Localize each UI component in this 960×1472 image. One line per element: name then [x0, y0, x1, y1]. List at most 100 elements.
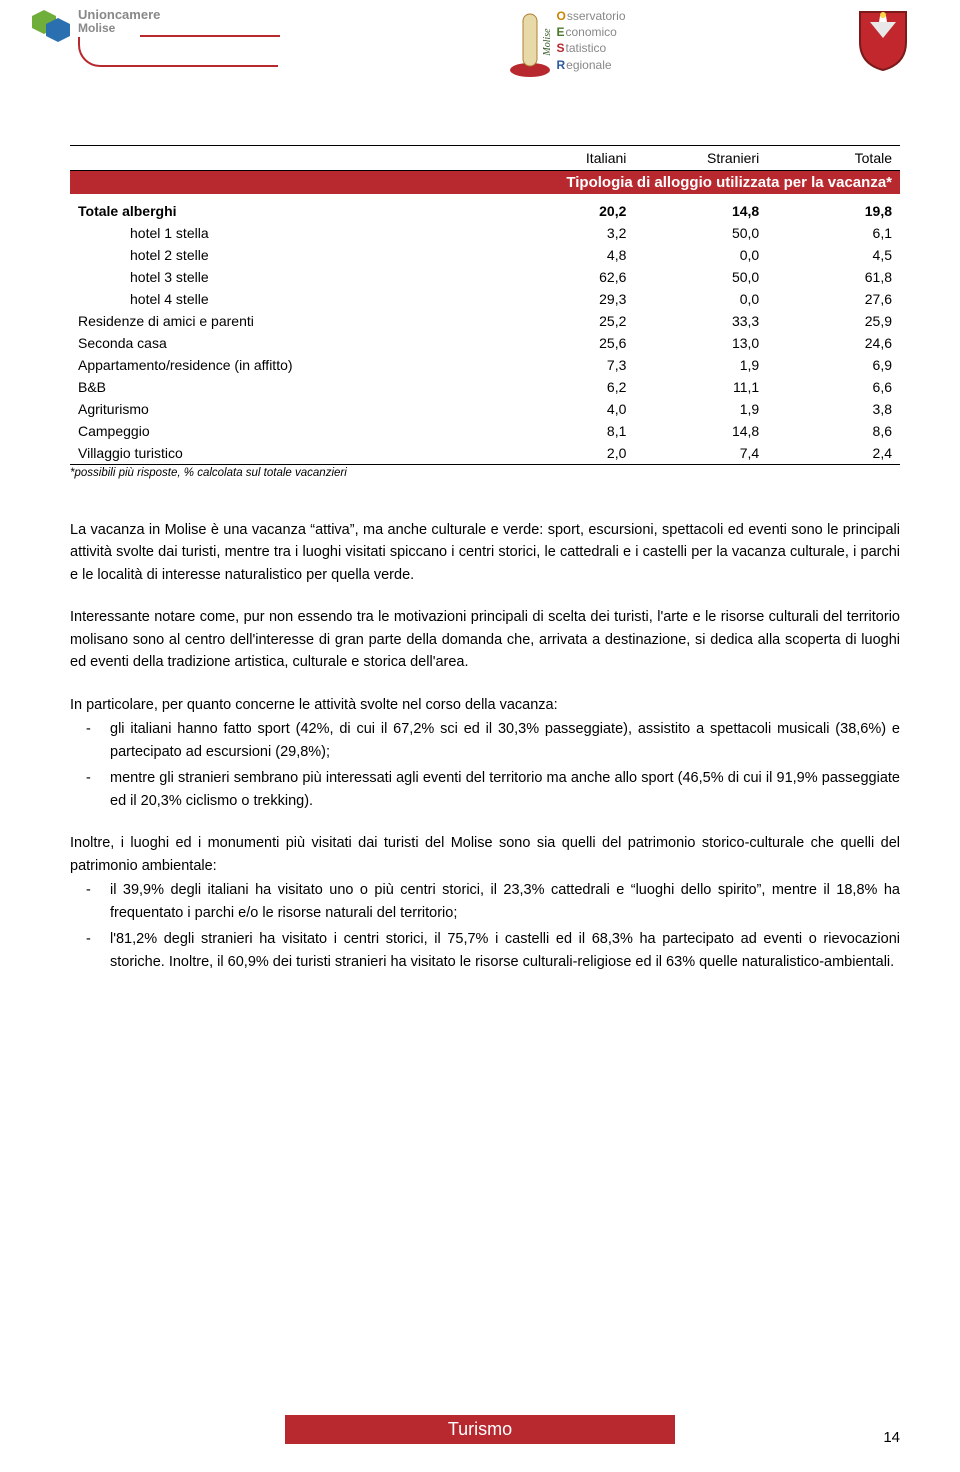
table-title-row: Tipologia di alloggio utilizzata per la … [70, 171, 900, 195]
row-label: Villaggio turistico [70, 442, 502, 464]
row-label: B&B [70, 376, 502, 398]
row-value: 25,2 [502, 310, 635, 332]
row-value: 4,0 [502, 398, 635, 420]
row-value: 62,6 [502, 266, 635, 288]
row-value: 2,0 [502, 442, 635, 464]
table-row: Agriturismo4,01,93,8 [70, 398, 900, 420]
accommodation-table: Tipologia di alloggio utilizzata per la … [70, 145, 900, 479]
col-totale: Totale [767, 146, 900, 171]
row-value: 1,9 [634, 398, 767, 420]
table-row: Appartamento/residence (in affitto)7,31,… [70, 354, 900, 376]
p3-intro: In particolare, per quanto concerne le a… [70, 694, 900, 716]
row-value: 11,1 [634, 376, 767, 398]
row-value: 25,9 [767, 310, 900, 332]
row-value: 33,3 [634, 310, 767, 332]
row-value: 27,6 [767, 288, 900, 310]
oesr-s: tatistico [566, 41, 607, 55]
table-row: B&B6,211,16,6 [70, 376, 900, 398]
header-center: Molise Osservatorio Economico Statistico… [508, 8, 625, 83]
p4-intro: Inoltre, i luoghi ed i monumenti più vis… [70, 832, 900, 877]
page-footer: Turismo 14 [0, 1415, 960, 1444]
col-italiani: Italiani [502, 146, 635, 171]
row-label: hotel 2 stelle [70, 244, 502, 266]
red-swoosh-icon [78, 37, 278, 67]
row-label: hotel 1 stella [70, 222, 502, 244]
row-value: 14,8 [634, 420, 767, 442]
p3-list: gli italiani hanno fatto sport (42%, di … [70, 718, 900, 812]
row-value: 50,0 [634, 222, 767, 244]
table-row: hotel 1 stella3,250,06,1 [70, 222, 900, 244]
page-content: Tipologia di alloggio utilizzata per la … [0, 85, 960, 973]
row-value: 6,6 [767, 376, 900, 398]
row-value: 1,9 [634, 354, 767, 376]
table-header-row: Italiani Stranieri Totale [70, 146, 900, 171]
unioncamere-sub: Molise [78, 22, 160, 35]
row-value: 3,8 [767, 398, 900, 420]
list-item: l'81,2% degli stranieri ha visitato i ce… [110, 928, 900, 973]
row-value: 25,6 [502, 332, 635, 354]
paragraph-3: In particolare, per quanto concerne le a… [70, 694, 900, 812]
oesr-text: Osservatorio Economico Statistico Region… [556, 8, 625, 73]
list-item: mentre gli stranieri sembrano più intere… [110, 767, 900, 812]
unioncamere-label: Unioncamere [78, 8, 160, 22]
table-row: Campeggio8,114,88,6 [70, 420, 900, 442]
molise-badge-icon: Molise [508, 8, 552, 83]
data-table: Tipologia di alloggio utilizzata per la … [70, 145, 900, 464]
oesr-o: sservatorio [567, 9, 626, 23]
row-value: 8,6 [767, 420, 900, 442]
table-row: Residenze di amici e parenti25,233,325,9 [70, 310, 900, 332]
row-value: 29,3 [502, 288, 635, 310]
row-label: hotel 4 stelle [70, 288, 502, 310]
row-label: Appartamento/residence (in affitto) [70, 354, 502, 376]
row-label: Totale alberghi [70, 200, 502, 222]
list-item: il 39,9% degli italiani ha visitato uno … [110, 879, 900, 924]
table-row: hotel 3 stelle62,650,061,8 [70, 266, 900, 288]
oesr-e: conomico [566, 25, 617, 39]
row-value: 0,0 [634, 244, 767, 266]
table-row: Villaggio turistico2,07,42,4 [70, 442, 900, 464]
row-value: 3,2 [502, 222, 635, 244]
row-value: 50,0 [634, 266, 767, 288]
table-row: Totale alberghi20,214,819,8 [70, 200, 900, 222]
header-left: Unioncamere Molise [30, 8, 278, 67]
oesr-r: egionale [566, 58, 611, 72]
row-label: Seconda casa [70, 332, 502, 354]
unioncamere-logo-icon [30, 8, 72, 50]
svg-text:Molise: Molise [542, 28, 552, 57]
table-row: Seconda casa25,613,024,6 [70, 332, 900, 354]
row-value: 4,5 [767, 244, 900, 266]
row-value: 7,4 [634, 442, 767, 464]
table-title: Tipologia di alloggio utilizzata per la … [70, 171, 900, 195]
body-text: La vacanza in Molise è una vacanza “atti… [70, 519, 900, 973]
unioncamere-logo-text: Unioncamere Molise [78, 8, 278, 67]
table-row: hotel 4 stelle29,30,027,6 [70, 288, 900, 310]
row-label: Campeggio [70, 420, 502, 442]
page-number: 14 [883, 1429, 900, 1446]
row-value: 2,4 [767, 442, 900, 464]
row-value: 13,0 [634, 332, 767, 354]
row-label: hotel 3 stelle [70, 266, 502, 288]
row-label: Agriturismo [70, 398, 502, 420]
col-stranieri: Stranieri [634, 146, 767, 171]
molise-shield-icon [856, 8, 910, 77]
page-header: Unioncamere Molise Molise Osservatorio E… [0, 0, 960, 85]
row-value: 14,8 [634, 200, 767, 222]
row-value: 6,2 [502, 376, 635, 398]
table-footnote: *possibili più risposte, % calcolata sul… [70, 464, 900, 479]
row-value: 0,0 [634, 288, 767, 310]
row-value: 20,2 [502, 200, 635, 222]
row-value: 8,1 [502, 420, 635, 442]
footer-label: Turismo [285, 1415, 675, 1444]
row-value: 19,8 [767, 200, 900, 222]
row-value: 61,8 [767, 266, 900, 288]
row-label: Residenze di amici e parenti [70, 310, 502, 332]
row-value: 6,1 [767, 222, 900, 244]
row-value: 6,9 [767, 354, 900, 376]
row-value: 4,8 [502, 244, 635, 266]
paragraph-2: Interessante notare come, pur non essend… [70, 606, 900, 673]
col-empty [70, 146, 502, 171]
row-value: 24,6 [767, 332, 900, 354]
table-row: hotel 2 stelle4,80,04,5 [70, 244, 900, 266]
p4-list: il 39,9% degli italiani ha visitato uno … [70, 879, 900, 973]
paragraph-1: La vacanza in Molise è una vacanza “atti… [70, 519, 900, 586]
